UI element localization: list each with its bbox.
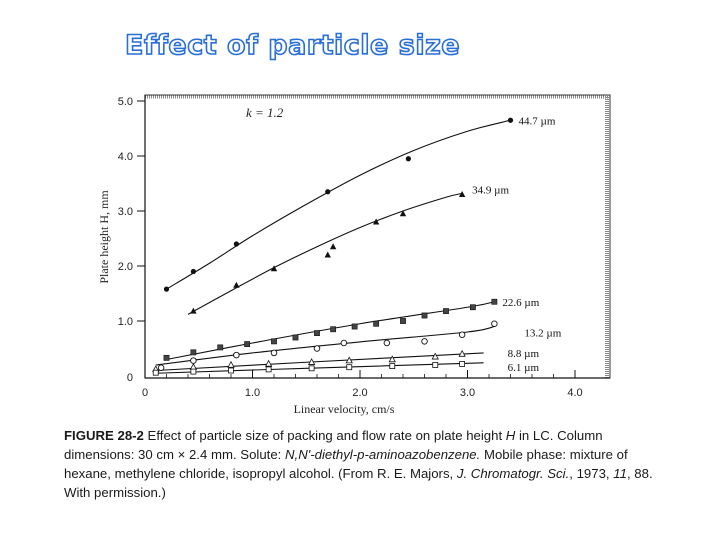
series-label-0: 44.7 µm — [519, 115, 556, 127]
data-point-s5-1 — [190, 368, 197, 375]
x-tick-label-3: 3.0 — [460, 387, 475, 399]
data-point-s3-1 — [190, 357, 197, 364]
data-point-s5-7 — [432, 362, 439, 368]
data-point-s2-4 — [271, 338, 277, 345]
x-axis-label: Linear velocity, cm/s — [294, 402, 395, 416]
data-point-s1-5 — [372, 218, 380, 225]
data-point-s3-0 — [157, 364, 165, 372]
caption-text-1: Effect of particle size of packing and f… — [143, 428, 506, 443]
data-point-s2-2 — [217, 344, 224, 351]
x-tick-label-2: 2.0 — [352, 387, 367, 399]
data-point-s4-8 — [458, 349, 466, 357]
data-point-s4-2 — [227, 360, 235, 368]
data-point-s2-10 — [400, 318, 406, 324]
data-point-s5-4 — [308, 365, 315, 372]
caption-text-4: , 1973, — [569, 466, 614, 481]
data-point-s3-9 — [491, 320, 498, 328]
x-tick-label-4: 4.0 — [567, 387, 582, 399]
data-point-s0-5 — [507, 117, 514, 123]
data-point-s1-7 — [458, 191, 466, 197]
data-point-s2-0 — [163, 354, 170, 361]
figure-caption: FIGURE 28-2 Effect of particle size of p… — [64, 426, 664, 502]
data-point-s0-2 — [233, 241, 239, 247]
data-point-s4-7 — [431, 352, 439, 360]
data-point-s3-4 — [313, 345, 321, 352]
data-point-s2-9 — [373, 320, 380, 327]
caption-figure-label: FIGURE 28-2 — [64, 428, 144, 443]
data-point-s2-11 — [421, 312, 428, 319]
series-label-4: 8.8 µm — [508, 348, 540, 360]
data-point-s0-4 — [405, 156, 411, 162]
y-tick-label-0: 0 — [127, 372, 133, 384]
caption-text-3: Mobile phase: mixture of hexane, methyle… — [64, 447, 628, 481]
data-point-s3-3 — [270, 349, 278, 357]
data-point-s1-2 — [270, 265, 278, 272]
data-point-s3-5 — [340, 339, 348, 347]
y-tick-label-4: 4.0 — [118, 151, 133, 163]
data-point-s1-6 — [399, 210, 407, 217]
data-point-s2-6 — [314, 330, 320, 336]
data-point-s5-0 — [152, 369, 159, 376]
data-point-s4-3 — [264, 359, 273, 367]
y-tick-label-5: 5.0 — [118, 96, 133, 108]
data-point-s2-1 — [190, 349, 197, 356]
data-point-s2-14 — [491, 298, 498, 305]
data-point-s5-8 — [459, 360, 466, 367]
data-point-s2-7 — [330, 326, 337, 333]
data-point-s4-4 — [307, 358, 316, 365]
data-point-s3-7 — [421, 338, 428, 345]
k-annotation: k = 1.2 — [246, 105, 284, 120]
caption-H: H — [505, 428, 516, 443]
data-point-s4-5 — [345, 356, 353, 364]
y-tick-label-2: 2.0 — [118, 261, 133, 273]
caption-journal: J. Chromatogr. Sci. — [456, 466, 570, 481]
data-point-s3-2 — [233, 351, 240, 359]
y-axis-label: Plate height H, mm — [97, 190, 111, 284]
data-point-s1-3 — [324, 251, 331, 258]
series-label-3: 13.2 µm — [524, 328, 561, 340]
data-point-s4-1 — [189, 363, 198, 370]
series-label-5: 6.1 µm — [508, 362, 540, 374]
caption-solute: N,N'-diethyl-p-aminoazobenzene. — [285, 447, 481, 462]
data-point-s2-13 — [469, 304, 476, 311]
y-tick-label-1: 1.0 — [118, 316, 133, 328]
data-point-s3-6 — [383, 339, 391, 347]
slide-title: Effect of particle size — [124, 29, 461, 62]
caption-volume: 11 — [613, 466, 627, 481]
caption-text-5: , 88. With permission.) — [64, 466, 653, 500]
data-point-s5-5 — [346, 364, 353, 371]
series-label-1: 34.9 µm — [472, 184, 509, 196]
x-tick-label-1: 1.0 — [245, 387, 260, 399]
data-point-s4-6 — [388, 355, 396, 363]
data-point-s3-8 — [458, 331, 466, 339]
series-line-0 — [166, 119, 511, 290]
data-point-s1-1 — [233, 281, 240, 288]
data-point-s0-0 — [163, 286, 170, 292]
data-point-s5-3 — [265, 366, 272, 373]
data-point-s5-6 — [389, 363, 396, 370]
x-tick-label-0: 0 — [142, 387, 148, 399]
series-label-2: 22.6 µm — [502, 297, 539, 309]
data-point-s2-3 — [244, 341, 251, 347]
data-point-s5-2 — [228, 367, 234, 374]
series-line-1 — [187, 192, 463, 315]
data-point-s1-4 — [329, 243, 337, 250]
y-tick-label-3: 3.0 — [118, 206, 133, 218]
series-line-3 — [155, 325, 495, 366]
data-point-s2-12 — [443, 308, 449, 314]
data-point-s2-5 — [292, 334, 299, 341]
data-point-s0-1 — [190, 268, 196, 275]
data-point-s2-8 — [351, 323, 358, 330]
data-point-s0-3 — [325, 189, 331, 195]
data-point-s1-0 — [190, 307, 197, 314]
caption-text-2: in LC. Column dimensions: 30 cm × 2.4 mm… — [64, 428, 603, 462]
